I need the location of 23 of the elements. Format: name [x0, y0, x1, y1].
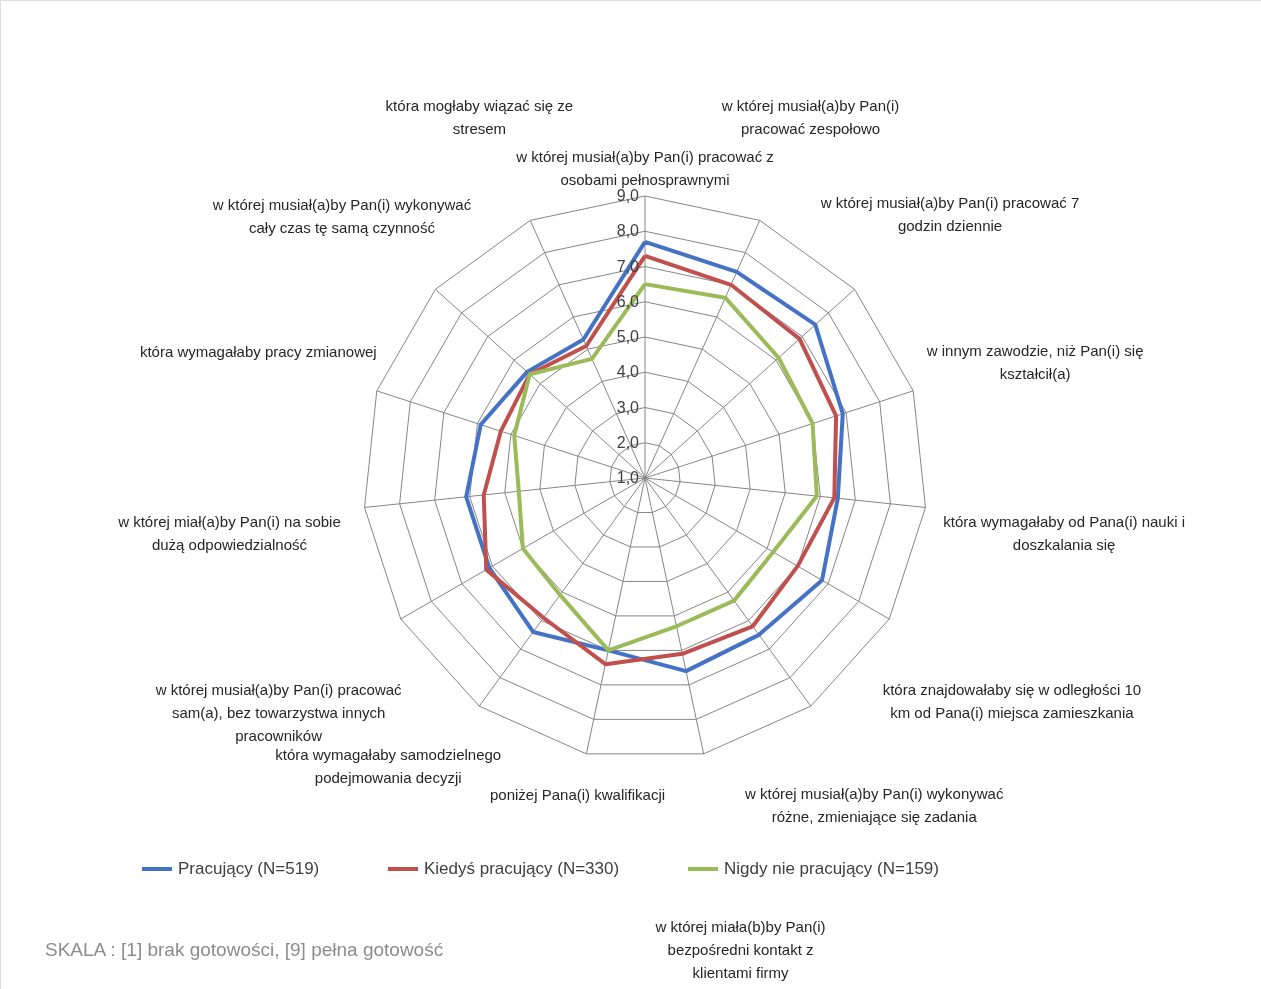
spoke-label: poniżej Pana(i) kwalifikacji	[489, 786, 666, 804]
legend-label: Nigdy nie pracujący (N=159)	[724, 859, 939, 878]
spoke-label: która znajdowałaby się w odległości 10 km od Pana(i) miejsca zamieszkania	[882, 680, 1142, 721]
y-tick-label: 4,0	[616, 363, 640, 381]
spoke-label: w której musiał(a)by Pan(i) wykonywać cały czas tę samą czynność	[211, 196, 472, 237]
spoke-label: która wymagałaby od Pana(i) nauki i doszkalania się	[943, 513, 1186, 554]
y-tick-label: 1,0	[616, 469, 640, 486]
spoke-label: w której musiał(a)by Pan(i) pracować zespołowo	[720, 97, 900, 138]
spoke-label: w której miała(b)by Pan(i) bezpośredni kontakt z klientami firmy	[654, 918, 826, 982]
y-tick-label: 5,0	[616, 328, 640, 345]
spoke-label: w której musiał(a)by Pan(i) pracować z osobami pełnosprawnymi	[515, 148, 774, 188]
y-tick-label: 3,0	[616, 398, 640, 416]
spoke-label: która wymagałaby pracy zmianowej	[139, 343, 377, 361]
spoke-label: w której miał(a)by Pan(i) na sobie dużą odpowiedzialność	[117, 512, 341, 553]
legend-label: Pracujący (N=519)	[178, 859, 320, 878]
spoke-label: w której musiał(a)by Pan(i) pracować 7 godzin dziennie	[819, 194, 1080, 235]
legend-label: Kiedyś pracujący (N=330)	[424, 859, 620, 878]
y-tick-label: 8,0	[616, 222, 640, 240]
text: SKALA : [1] brak gotowości, [9] pełna gotowość	[45, 939, 444, 960]
spoke-label: w której musiał(a)by Pan(i) wykonywać różne, zmieniające się zadania	[744, 784, 1004, 825]
spoke-label: w innym zawodzie, niż Pan(i) się kształcił(a)	[925, 342, 1144, 383]
y-tick-label: 2,0	[616, 433, 640, 451]
y-tick-label: 9,0	[616, 187, 640, 204]
